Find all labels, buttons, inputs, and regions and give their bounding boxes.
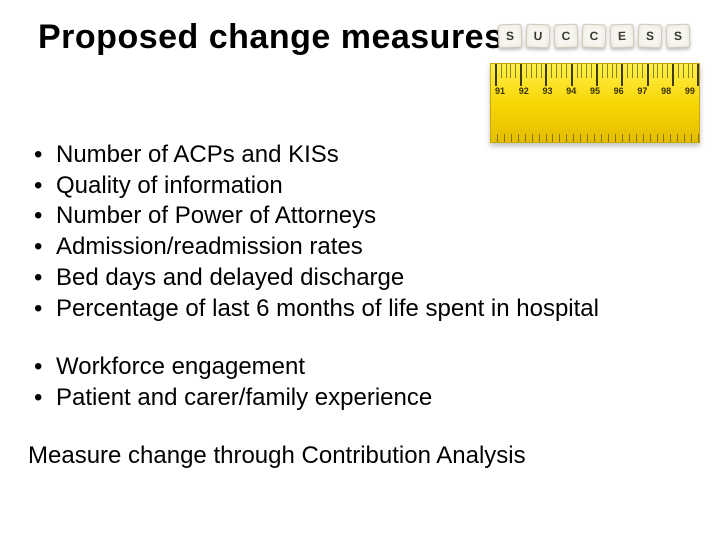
ruler-numbers: 91 92 93 94 95 96 97 98 99 [495, 86, 695, 96]
dice-row: S U C C E S S [498, 24, 690, 48]
die-letter: C [582, 24, 607, 49]
ruler-top-ticks [491, 64, 699, 86]
decorative-success-ruler-graphic: S U C C E S S 91 92 93 [490, 18, 700, 143]
bullet-item: Percentage of last 6 months of life spen… [28, 294, 692, 325]
die-letter: S [666, 24, 691, 49]
die-letter: S [498, 24, 523, 49]
ruler-number: 91 [495, 86, 505, 96]
slide-body: Number of ACPs and KISs Quality of infor… [28, 140, 692, 470]
bullet-item: Quality of information [28, 171, 692, 202]
ruler-number: 95 [590, 86, 600, 96]
ruler-number: 99 [685, 86, 695, 96]
die-letter: C [554, 24, 579, 49]
die-letter: S [638, 24, 663, 49]
slide: Proposed change measures: S U C C E S S [0, 0, 720, 540]
bullet-item: Admission/readmission rates [28, 232, 692, 263]
bullet-item: Number of Power of Attorneys [28, 201, 692, 232]
bullet-item: Bed days and delayed discharge [28, 263, 692, 294]
secondary-bullet-list: Workforce engagement Patient and carer/f… [28, 352, 692, 413]
ruler-number: 92 [519, 86, 529, 96]
bullet-item: Number of ACPs and KISs [28, 140, 692, 171]
ruler-number: 93 [542, 86, 552, 96]
bullet-item: Patient and carer/family experience [28, 383, 692, 414]
primary-bullet-list: Number of ACPs and KISs Quality of infor… [28, 140, 692, 324]
slide-title: Proposed change measures: [38, 18, 515, 57]
ruler-number: 97 [637, 86, 647, 96]
ruler-number: 94 [566, 86, 576, 96]
ruler-number: 98 [661, 86, 671, 96]
die-letter: E [610, 24, 635, 49]
closing-text: Measure change through Contribution Anal… [28, 442, 692, 470]
ruler-icon: 91 92 93 94 95 96 97 98 99 [490, 63, 700, 143]
die-letter: U [526, 24, 551, 49]
bullet-item: Workforce engagement [28, 352, 692, 383]
ruler-number: 96 [614, 86, 624, 96]
